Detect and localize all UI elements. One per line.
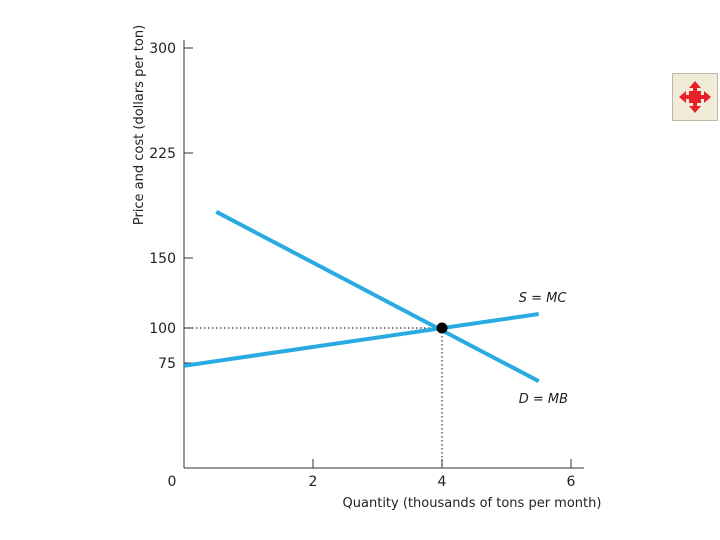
equilibrium-guides <box>184 327 443 468</box>
equilibrium-point <box>436 322 448 334</box>
tick-labels: 75 100 150 225 300 0 2 4 6 <box>149 41 575 490</box>
move-arrows-icon <box>679 81 711 113</box>
y-tick-label-225: 225 <box>149 146 176 162</box>
series-labels: S = MC D = MB <box>519 291 568 407</box>
y-axis-label: Price and cost (dollars per ton) <box>132 25 147 225</box>
x-tick-label-4: 4 <box>438 474 447 490</box>
move-arrows-button[interactable] <box>672 73 718 121</box>
axes <box>183 40 584 469</box>
y-tick-label-100: 100 <box>149 321 176 337</box>
y-tick-label-150: 150 <box>149 251 176 267</box>
x-axis-label: Quantity (thousands of tons per month) <box>343 496 602 511</box>
series-lines <box>183 210 540 383</box>
x-tick-label-0: 0 <box>168 474 177 490</box>
x-tick-label-2: 2 <box>309 474 318 490</box>
y-tick-label-75: 75 <box>158 356 176 372</box>
y-tick-label-300: 300 <box>149 41 176 57</box>
series-line-d-mb <box>215 210 540 383</box>
point-marks <box>436 322 448 334</box>
series-label-s-mc: S = MC <box>519 291 568 306</box>
x-tick-label-6: 6 <box>567 474 576 490</box>
series-line-s-mc <box>183 312 540 368</box>
series-label-d-mb: D = MB <box>519 392 568 407</box>
